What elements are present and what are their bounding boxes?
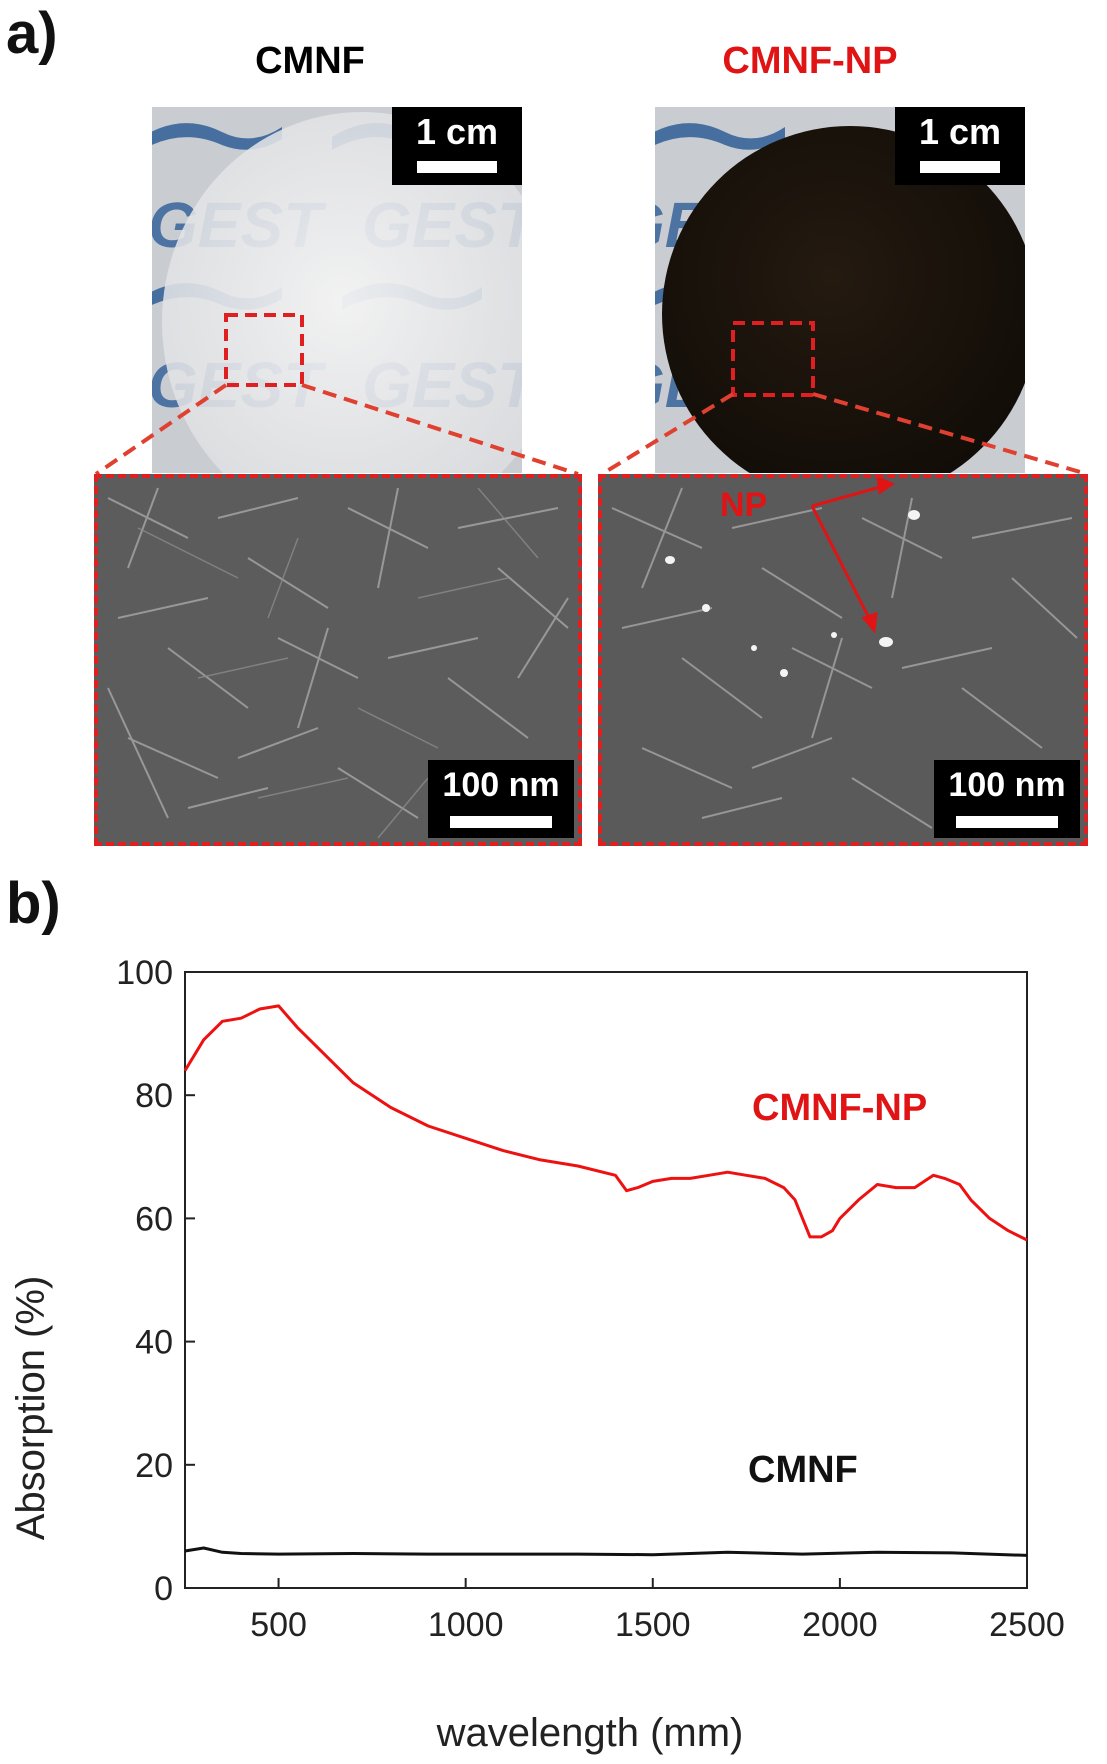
cmnf-np-photo-scale: 1 cm	[895, 107, 1025, 185]
np-annotation: NP	[720, 486, 768, 524]
cmnf-np-sem-texture	[611, 478, 1078, 829]
cmnf-np-sem-scale-label: 100 nm	[948, 766, 1066, 804]
cmnf-title: CMNF	[255, 40, 365, 82]
x-tick-label-1500: 1500	[615, 1606, 691, 1644]
chart-axes	[184, 971, 1028, 1589]
zoom-connectors	[94, 383, 1088, 476]
cmnf-photo: GEST GEST GEST GEST 1 cm	[152, 107, 522, 473]
x-tick-label-2000: 2000	[802, 1606, 878, 1644]
cmnf-sem-scale-label: 100 nm	[442, 766, 560, 804]
cmnf-zoom-box	[224, 313, 304, 387]
x-tick-label-2500: 2500	[989, 1606, 1065, 1644]
cmnf-connector-right	[301, 383, 579, 476]
y-tick-label-80: 80	[135, 1077, 173, 1115]
y-tick-label-40: 40	[135, 1324, 173, 1362]
cmnf-np-photo-scale-label: 1 cm	[918, 111, 1002, 152]
x-tick-label-1000: 1000	[428, 1606, 504, 1644]
series-line-cmnf-np	[183, 1004, 1028, 1242]
cmnf-photo-scalebar	[417, 161, 497, 173]
cmnf-sem-image: 100 nm	[94, 474, 582, 846]
cmnf-sem-scalebar	[450, 816, 552, 828]
series-label-cmnf: CMNF	[748, 1449, 858, 1491]
cmnf-sem-scale: 100 nm	[428, 760, 574, 838]
np-arrows	[810, 478, 896, 634]
cmnf-np-sem-scale: 100 nm	[934, 760, 1080, 838]
plot-frame	[184, 971, 1028, 1589]
panel-a-label: a)	[6, 1, 58, 66]
chart-ticks: 0 20 40 60 80 100 500 1000 1500 2000 2500	[116, 954, 1065, 1644]
panel-b-label: b)	[6, 871, 61, 936]
series-label-cmnf-np: CMNF-NP	[752, 1087, 927, 1129]
cmnf-connector-left	[94, 383, 228, 476]
y-tick-label-60: 60	[135, 1200, 173, 1238]
cmnf-photo-scale: 1 cm	[392, 107, 522, 185]
series-line-cmnf	[184, 1546, 1028, 1557]
cmnf-np-sem-image: NP 100 nm	[598, 474, 1088, 846]
x-tick-label-500: 500	[250, 1606, 307, 1644]
cmnf-np-title: CMNF-NP	[722, 40, 898, 82]
x-axis-label: wavelength (mm)	[436, 1711, 744, 1755]
cmnf-np-connector-right	[812, 392, 1088, 476]
cmnf-np-film	[662, 126, 1025, 473]
cmnf-np-connector-left	[600, 392, 735, 476]
y-tick-label-20: 20	[135, 1447, 173, 1485]
cmnf-sem-texture	[107, 487, 569, 839]
y-tick-label-0: 0	[154, 1570, 173, 1608]
cmnf-film	[162, 112, 522, 473]
cmnf-np-photo: GEST GEST 1 cm	[655, 107, 1025, 473]
chart-series	[183, 1004, 1028, 1557]
absorption-chart: 0 20 40 60 80 100 500 1000 1500 2000 2500 Absorpti…	[9, 954, 1065, 1755]
y-tick-label-100: 100	[116, 954, 173, 992]
cmnf-photo-scale-label: 1 cm	[415, 111, 499, 152]
cmnf-np-zoom-box	[731, 321, 815, 397]
cmnf-np-photo-scalebar	[920, 161, 1000, 173]
y-axis-label: Absorption (%)	[9, 1276, 53, 1541]
cmnf-np-sem-scalebar	[956, 816, 1058, 828]
cmnf-np-photo-graphic: GEST GEST	[655, 123, 1025, 473]
nanoparticles	[665, 510, 920, 677]
